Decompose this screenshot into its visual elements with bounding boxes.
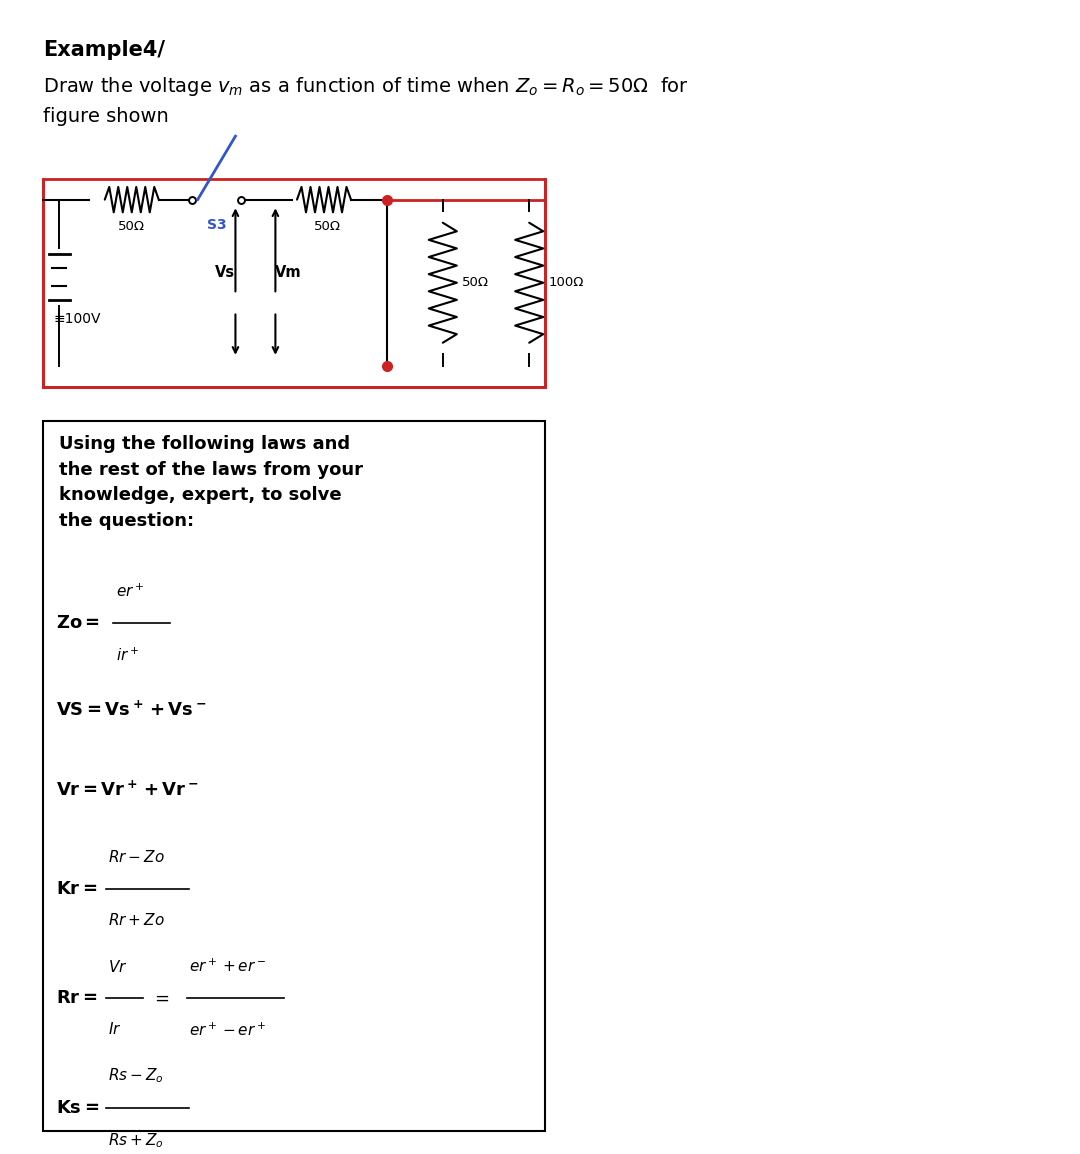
Text: $Ir$: $Ir$	[108, 1021, 122, 1037]
Text: $=$: $=$	[151, 989, 170, 1007]
Text: $\bf{VS=Vs^+ + Vs^-}$: $\bf{VS=Vs^+ + Vs^-}$	[56, 700, 206, 719]
Text: Draw the voltage $v_m$ as a function of time when $Z_o = R_o = 50\Omega$  for
fi: Draw the voltage $v_m$ as a function of …	[43, 75, 689, 126]
Text: Example4/: Example4/	[43, 40, 165, 60]
Text: 50Ω: 50Ω	[462, 276, 489, 290]
Text: 100Ω: 100Ω	[549, 276, 584, 290]
Text: $\bf{Zo=}$: $\bf{Zo=}$	[56, 614, 100, 632]
Bar	[43, 179, 545, 387]
Text: $Rs+Z_o$: $Rs+Z_o$	[108, 1131, 164, 1149]
Text: $Rr-Zo$: $Rr-Zo$	[108, 849, 164, 866]
Text: $\bf{Kr=}$: $\bf{Kr=}$	[56, 879, 97, 898]
Text: $\bf{Vr=Vr^+ + Vr^-}$: $\bf{Vr=Vr^+ + Vr^-}$	[56, 781, 199, 800]
Text: $\bf{Rr=}$: $\bf{Rr=}$	[56, 989, 97, 1007]
Bar	[43, 421, 545, 1131]
Text: Vs: Vs	[215, 265, 234, 280]
Text: S3: S3	[207, 218, 227, 232]
Text: $Vr$: $Vr$	[108, 959, 127, 975]
Text: 50Ω: 50Ω	[314, 220, 341, 233]
Text: $ir^+$: $ir^+$	[116, 646, 139, 664]
Text: $er^+$: $er^+$	[116, 583, 144, 600]
Text: $Rr+Zo$: $Rr+Zo$	[108, 912, 164, 928]
Text: $er^+-er^+$: $er^+-er^+$	[189, 1021, 266, 1039]
Text: $\bf{Ks=}$: $\bf{Ks=}$	[56, 1099, 99, 1117]
Text: 50Ω: 50Ω	[119, 220, 145, 233]
Text: $er^++er^-$: $er^++er^-$	[189, 958, 266, 975]
Text: Vm: Vm	[275, 265, 301, 280]
Text: Using the following laws and
the rest of the laws from your
knowledge, expert, t: Using the following laws and the rest of…	[59, 435, 363, 530]
Text: ≡100V: ≡100V	[54, 312, 102, 325]
Text: $Rs-Z_o$: $Rs-Z_o$	[108, 1066, 164, 1085]
